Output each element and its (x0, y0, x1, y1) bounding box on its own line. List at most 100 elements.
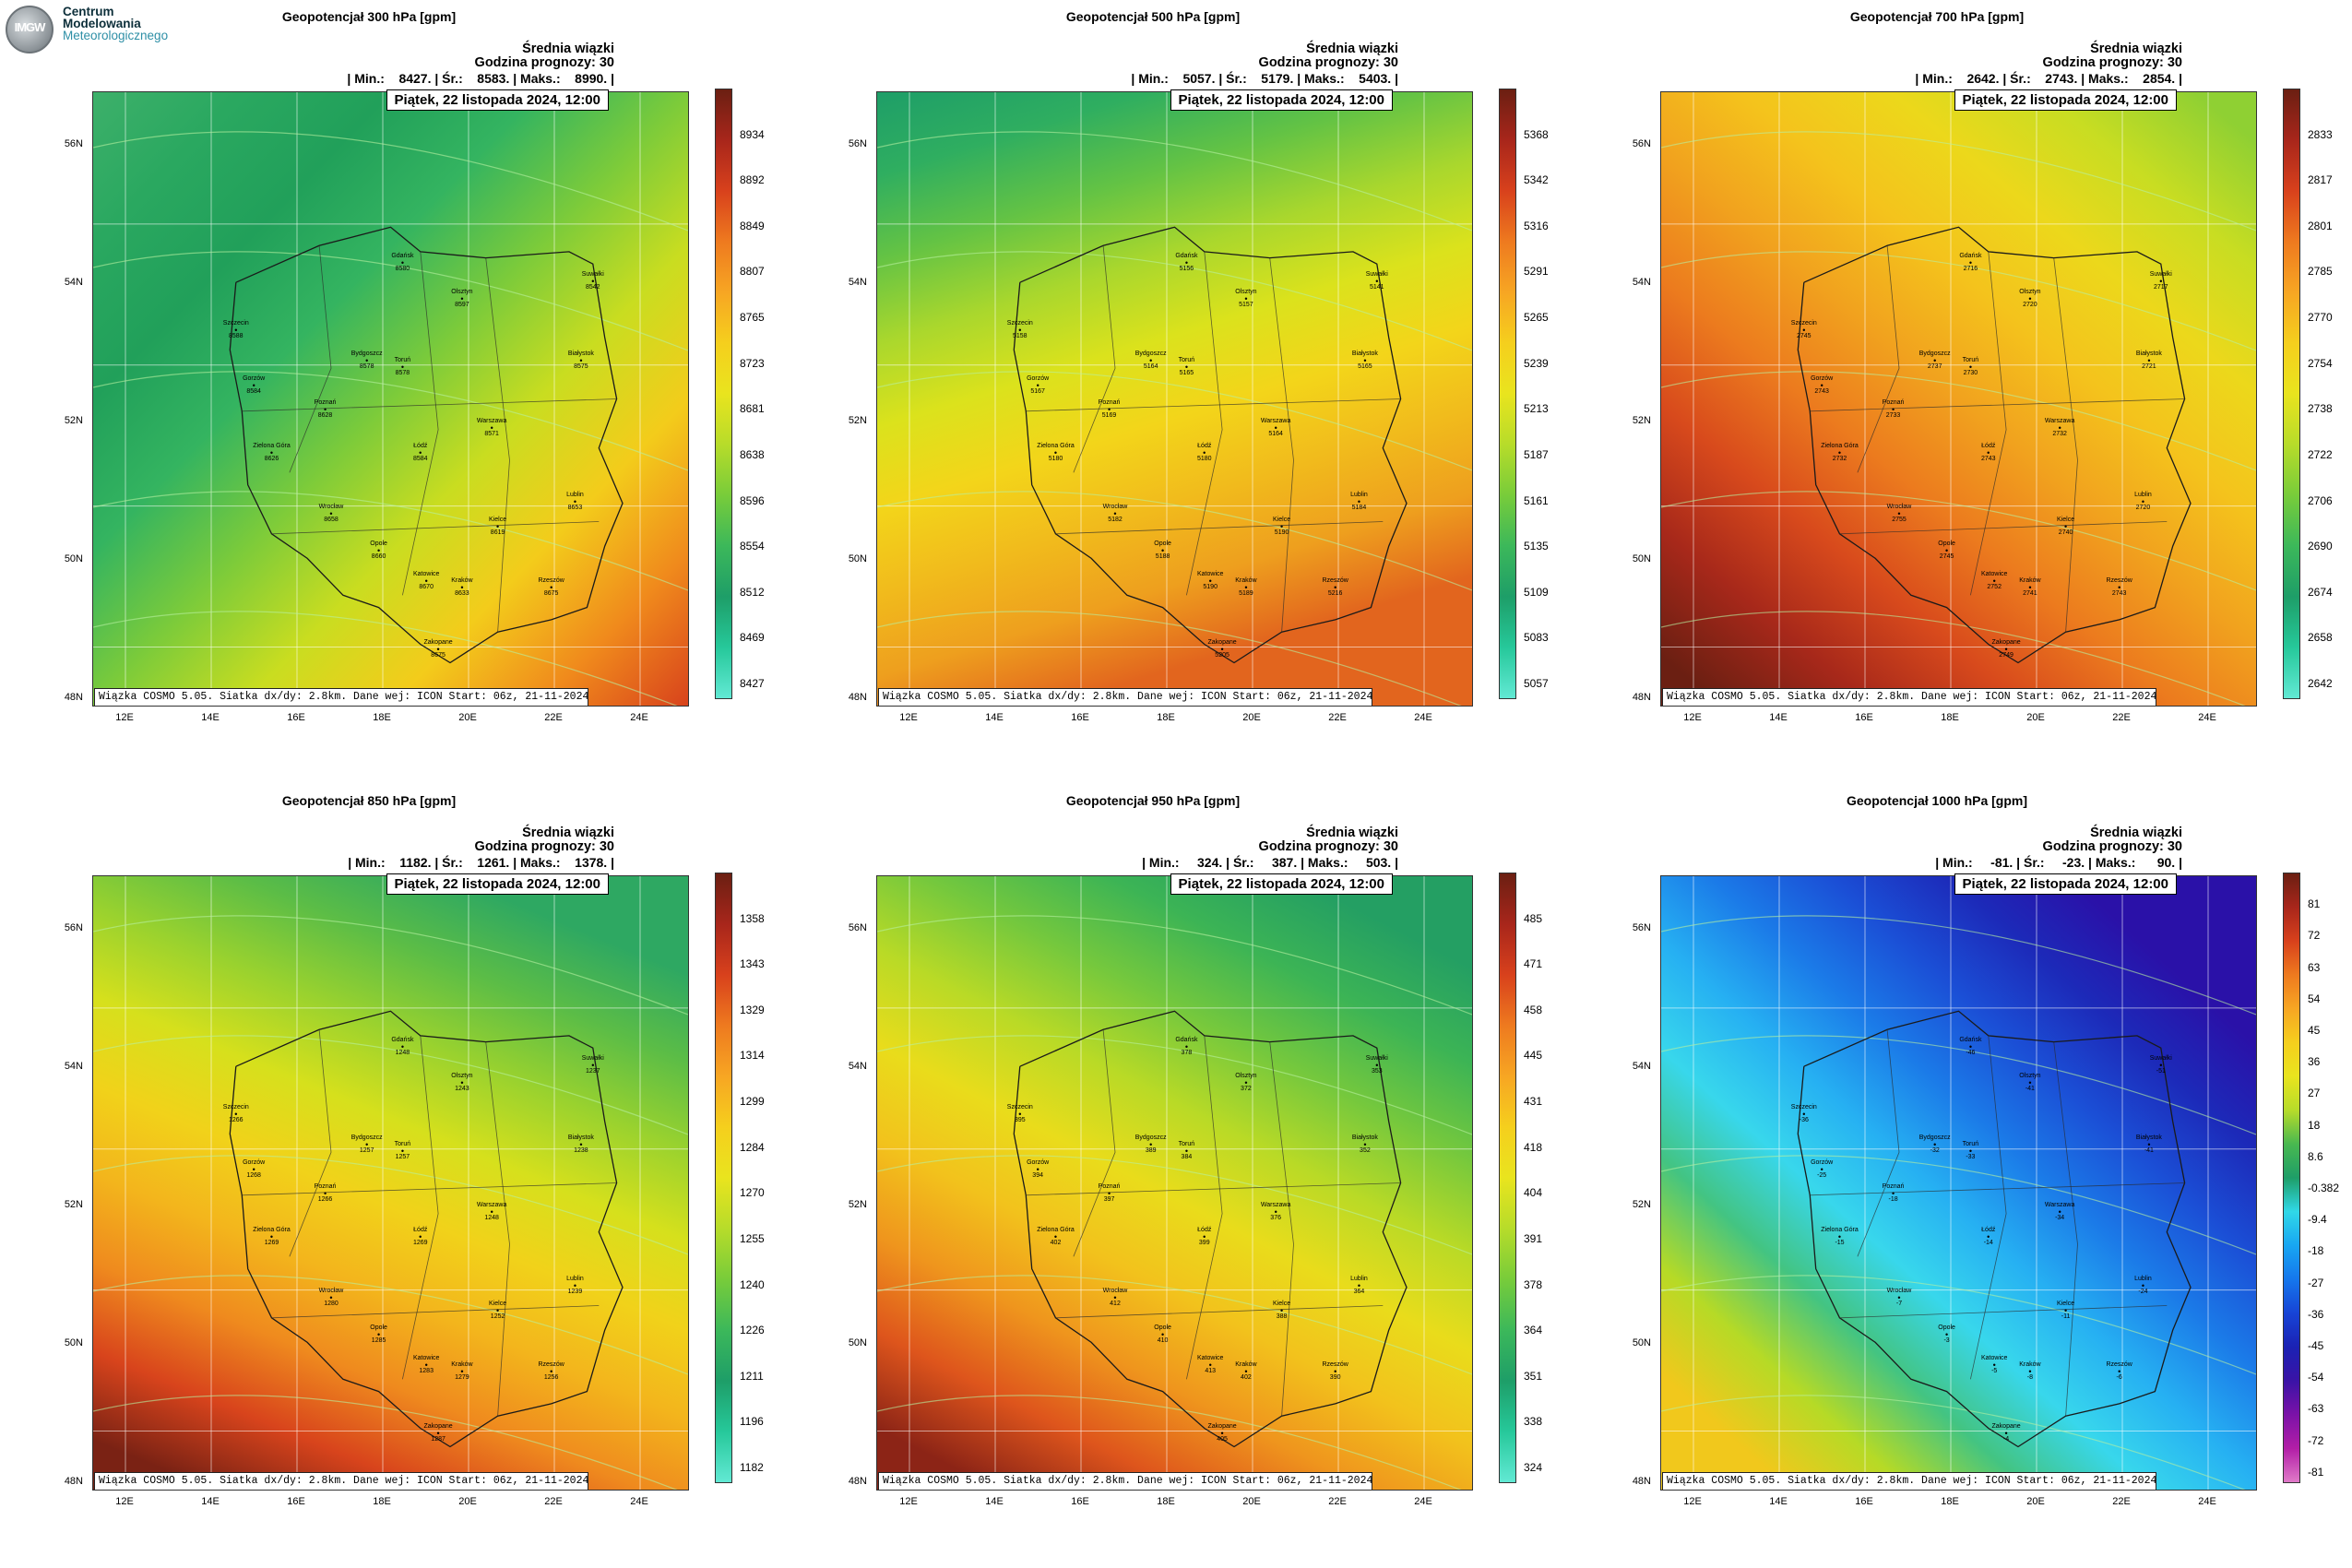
latitude-label: 52N (848, 415, 867, 426)
city-dot: • (1933, 1139, 1937, 1149)
city-dot: • (1987, 1231, 1990, 1241)
city-dot: • (1018, 1109, 1022, 1119)
city-value: 1237 (586, 1067, 600, 1075)
city-value: 5180 (1048, 455, 1063, 462)
colorbar-label: -27 (2308, 1276, 2324, 1289)
longitude-label: 22E (2112, 1496, 2131, 1507)
city-marker: Lublin • 364 (1331, 1276, 1386, 1296)
city-value: 8658 (324, 517, 339, 524)
longitude-label: 24E (2198, 712, 2216, 723)
longitude-label: 24E (630, 1496, 648, 1507)
city-name: Poznań (1882, 399, 1905, 407)
city-name: Kielce (2057, 516, 2075, 523)
region-border (271, 521, 600, 535)
city-dot: • (1280, 1305, 1284, 1315)
contour-line (877, 915, 1472, 1016)
city-name: Gdańsk (1175, 252, 1198, 259)
longitude-label: 20E (458, 1496, 477, 1507)
city-marker: Bydgoszcz • 2737 (1907, 350, 1963, 371)
city-dot: • (234, 1109, 238, 1119)
city-dot: • (1334, 583, 1337, 592)
city-name: Olsztyn (1235, 289, 1257, 296)
city-value: 2730 (1963, 369, 1978, 376)
city-dot: • (2118, 1367, 2121, 1376)
city-value: 8675 (543, 590, 559, 597)
colorbar-label: -63 (2308, 1402, 2324, 1416)
forecast-hour: Godzina prognozy: 30 (2042, 839, 2182, 854)
city-dot: • (2159, 1060, 2163, 1070)
city-name: Opole (1154, 1324, 1171, 1332)
field-stats: | Min.: 5057. | Śr.: 5179. | Maks.: 5403… (1131, 71, 1398, 86)
city-marker: Warszawa • 5164 (1248, 418, 1303, 438)
city-name: Katowice (1980, 571, 2008, 578)
city-value: 2745 (1939, 553, 1954, 561)
contour-line (93, 131, 688, 232)
imgw-seal: IMGW (6, 6, 53, 53)
colorbar (715, 89, 732, 699)
city-dot: • (2141, 1280, 2145, 1290)
city-marker: Kielce • 1252 (470, 1301, 526, 1321)
city-name: Gdańsk (391, 1036, 414, 1043)
region-border (485, 257, 510, 633)
colorbar-label: 2833 (2308, 127, 2333, 141)
city-value: 1280 (324, 1301, 339, 1308)
city-name: Bydgoszcz (1134, 1134, 1167, 1141)
city-dot: • (2141, 496, 2145, 506)
colorbar-label: -9.4 (2308, 1213, 2327, 1227)
geopotential-panel: Geopotencjał 500 hPa [gpm] Średnia wiązki… (784, 9, 1549, 747)
city-value: -24 (2138, 1288, 2148, 1295)
city-marker: Białystok • 1238 (553, 1134, 609, 1155)
city-value: 2740 (2058, 529, 2073, 536)
city-dot: • (1897, 509, 1901, 519)
longitude-label: 24E (1414, 712, 1432, 723)
city-dot: • (1053, 447, 1058, 457)
region-border (1839, 1305, 2168, 1319)
colorbar-label: 5291 (1524, 265, 1549, 279)
colorbar-label: 2770 (2308, 311, 2333, 325)
city-marker: Kielce • -11 (2038, 1301, 2094, 1321)
colorbar-label: 5213 (1524, 402, 1549, 416)
city-value: 2737 (1927, 362, 1942, 370)
colorbar-label: 338 (1524, 1415, 1543, 1429)
city-marker: Poznań • 2733 (1866, 399, 1921, 420)
city-value: 8633 (455, 590, 469, 597)
contour-line (93, 371, 688, 471)
city-dot: • (1357, 496, 1361, 506)
city-value: 1266 (317, 1196, 333, 1204)
forecast-map: Szczecin • 2745 Gdańsk • 2716 Olsztyn • 2720 Suwa… (1660, 91, 2257, 707)
city-marker: Gorzów • 1268 (226, 1159, 281, 1180)
city-name: Wrocław (1102, 504, 1128, 511)
colorbar-label: 1226 (740, 1324, 765, 1337)
city-dot: • (1357, 1280, 1361, 1290)
city-marker: Olsztyn • 5157 (1218, 289, 1274, 309)
contour-line (877, 1395, 1462, 1490)
latitude-label: 48N (64, 1476, 83, 1487)
city-dot: • (2058, 1207, 2061, 1218)
latitude-label: 56N (64, 138, 83, 149)
colorbar-label: 8681 (740, 402, 765, 416)
city-value: 1257 (359, 1146, 374, 1154)
region-border (402, 251, 439, 596)
city-dot: • (1184, 1146, 1188, 1156)
geopotential-panel: Geopotencjał 700 hPa [gpm] Średnia wiązki… (1568, 9, 2333, 747)
region-border (271, 1305, 600, 1319)
contour-line (93, 491, 688, 591)
city-dot: • (460, 583, 464, 592)
city-marker: Łódź • 2743 (1961, 443, 2016, 463)
colorbar-label: 2706 (2308, 493, 2333, 507)
city-marker: Suwałki • 1237 (565, 1055, 621, 1075)
longitude-label: 22E (544, 1496, 563, 1507)
city-marker: Wrocław • 5182 (1087, 504, 1143, 524)
longitude-label: 22E (1328, 1496, 1347, 1507)
region-border (485, 1041, 510, 1417)
longitude-label: 20E (1242, 1496, 1261, 1507)
colorbar (715, 873, 732, 1483)
map-field (93, 876, 688, 1490)
region-border (1839, 521, 2168, 535)
city-name: Szczecin (1006, 1103, 1033, 1111)
city-value: 388 (1276, 1313, 1288, 1320)
city-value: 1266 (229, 1116, 244, 1123)
field-stats: | Min.: -81. | Śr.: -23. | Maks.: 90. | (1935, 855, 2182, 870)
city-dot: • (573, 1280, 577, 1290)
city-name: Toruń (1178, 1140, 1195, 1147)
